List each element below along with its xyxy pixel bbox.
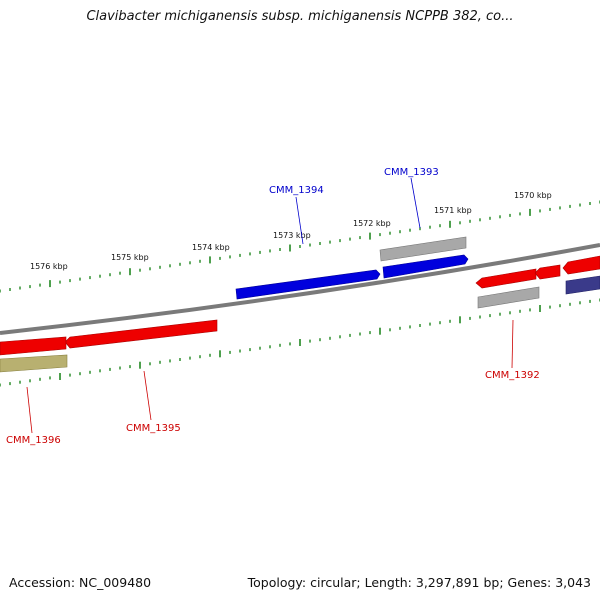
upper-tick-row xyxy=(0,200,600,293)
callout-cmm-1394 xyxy=(295,196,304,245)
gene-red-left[interactable] xyxy=(0,336,67,356)
gene-cmm-1392[interactable] xyxy=(475,268,537,289)
gene-cmm-1394[interactable] xyxy=(235,269,381,300)
gene-navy-right[interactable] xyxy=(565,275,600,295)
kbp-label: 1571 kbp xyxy=(434,206,472,215)
gene-cmm-1396[interactable] xyxy=(0,354,68,373)
kbp-label: 1576 kbp xyxy=(30,262,68,271)
kbp-label: 1574 kbp xyxy=(192,243,230,252)
kbp-label: 1570 kbp xyxy=(514,191,552,200)
callout-cmm-1393 xyxy=(410,177,421,229)
kbp-label: 1575 kbp xyxy=(111,253,149,262)
kbp-label: 1573 kbp xyxy=(273,231,311,240)
accession-label: Accession: NC_009480 xyxy=(9,575,152,590)
genome-summary: Topology: circular; Length: 3,297,891 bp… xyxy=(247,575,591,590)
kbp-label: 1572 kbp xyxy=(353,219,391,228)
gene-label-cmm-1395: CMM_1395 xyxy=(126,423,181,434)
gene-label-cmm-1396: CMM_1396 xyxy=(6,435,61,446)
callout-cmm-1395 xyxy=(143,370,152,421)
map-title: Clavibacter michiganensis subsp. michiga… xyxy=(86,9,514,24)
callout-cmm-1392 xyxy=(511,319,514,369)
gene-label-cmm-1394: CMM_1394 xyxy=(269,185,324,196)
gene-cmm-1393[interactable] xyxy=(382,254,469,279)
gene-red-right[interactable] xyxy=(562,255,600,275)
gene-label-cmm-1393: CMM_1393 xyxy=(384,167,439,178)
genome-backbone xyxy=(0,243,600,335)
gene-red-small[interactable] xyxy=(534,264,561,280)
gene-gray-lower[interactable] xyxy=(477,286,540,309)
callout-cmm-1396 xyxy=(26,386,33,434)
gene-label-cmm-1392: CMM_1392 xyxy=(485,370,540,381)
lower-tick-row xyxy=(0,298,600,387)
gene-gray-upper[interactable] xyxy=(379,236,467,262)
